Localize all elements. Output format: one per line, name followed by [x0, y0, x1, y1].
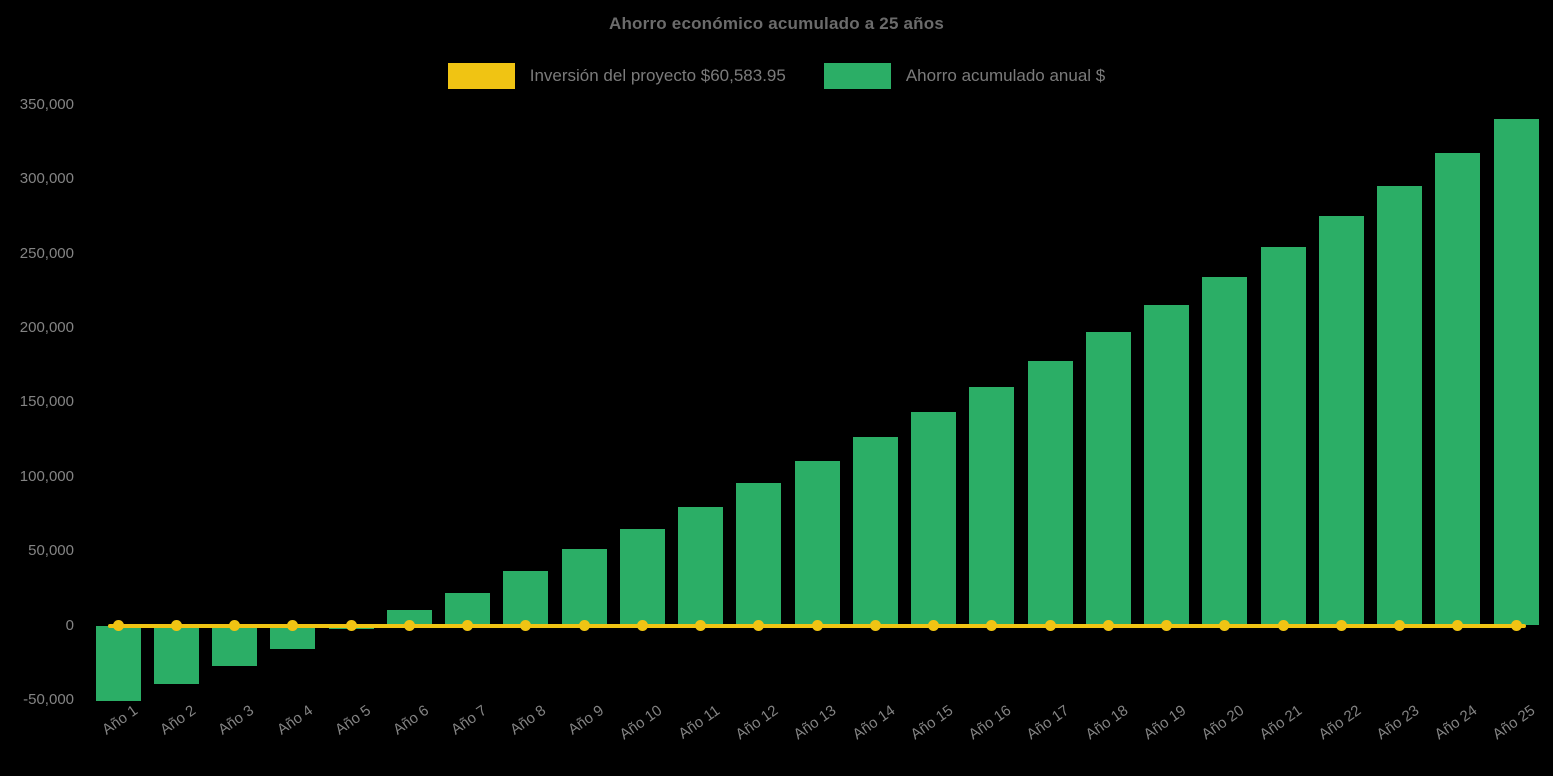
line-point-ano-12[interactable]	[753, 620, 765, 631]
line-point-ano-4[interactable]	[287, 620, 299, 631]
bar-ano-18[interactable]	[1085, 332, 1131, 626]
legend-swatch-ahorro	[823, 63, 891, 89]
line-point-ano-20[interactable]	[1219, 620, 1231, 631]
line-point-ano-13[interactable]	[811, 620, 823, 631]
line-point-ano-25[interactable]	[1510, 620, 1522, 631]
line-point-ano-18[interactable]	[1102, 620, 1114, 631]
y-tick-label: 300,000	[19, 170, 74, 188]
line-point-ano-8[interactable]	[520, 620, 532, 631]
y-tick-label: -50,000	[23, 690, 74, 708]
line-point-ano-17[interactable]	[1044, 620, 1056, 631]
bar-ano-20[interactable]	[1202, 277, 1248, 626]
legend-swatch-inversion	[447, 63, 515, 89]
line-point-ano-11[interactable]	[695, 620, 706, 631]
line-point-ano-2[interactable]	[170, 620, 182, 631]
line-point-ano-7[interactable]	[462, 620, 473, 631]
bar-ano-6[interactable]	[386, 609, 432, 626]
legend-label-ahorro: Ahorro acumulado anual $	[905, 66, 1106, 85]
y-tick-label: 150,000	[19, 393, 74, 411]
bar-ano-9[interactable]	[561, 548, 607, 626]
line-point-ano-10[interactable]	[636, 620, 648, 631]
bar-ano-24[interactable]	[1435, 153, 1481, 626]
legend: Inversión del proyecto $60,583.95 Ahorro…	[0, 63, 1553, 89]
y-tick-label: 50,000	[28, 542, 74, 560]
line-point-ano-1[interactable]	[112, 620, 124, 631]
line-point-ano-23[interactable]	[1394, 620, 1405, 631]
bar-ano-11[interactable]	[678, 506, 723, 626]
line-point-ano-14[interactable]	[869, 620, 881, 631]
legend-label-inversion: Inversión del proyecto $60,583.95	[529, 66, 786, 85]
bar-ano-25[interactable]	[1493, 119, 1539, 626]
bar-ano-23[interactable]	[1377, 185, 1422, 626]
y-tick-label: 350,000	[19, 95, 74, 113]
line-point-ano-21[interactable]	[1277, 620, 1289, 631]
bar-ano-13[interactable]	[794, 461, 840, 626]
bar-ano-3[interactable]	[212, 625, 257, 667]
bar-ano-14[interactable]	[852, 436, 898, 626]
y-tick-label: 250,000	[19, 244, 74, 262]
legend-item-ahorro[interactable]: Ahorro acumulado anual $	[823, 63, 1106, 89]
bar-ano-19[interactable]	[1144, 304, 1189, 626]
bar-ano-16[interactable]	[969, 386, 1015, 626]
y-tick-label: 0	[65, 616, 74, 634]
line-point-ano-3[interactable]	[229, 620, 240, 631]
line-point-ano-24[interactable]	[1452, 620, 1464, 631]
legend-item-inversion[interactable]: Inversión del proyecto $60,583.95	[447, 63, 786, 89]
bar-ano-12[interactable]	[736, 483, 782, 626]
line-point-ano-19[interactable]	[1161, 620, 1172, 631]
line-point-ano-5[interactable]	[345, 620, 357, 631]
bar-ano-17[interactable]	[1027, 360, 1073, 626]
bar-ano-22[interactable]	[1318, 216, 1364, 626]
bar-ano-21[interactable]	[1260, 246, 1306, 626]
line-point-ano-16[interactable]	[986, 620, 998, 631]
bar-ano-15[interactable]	[911, 412, 956, 626]
bar-ano-1[interactable]	[95, 625, 141, 702]
line-point-ano-6[interactable]	[403, 620, 415, 631]
bar-ano-10[interactable]	[619, 528, 665, 626]
line-point-ano-15[interactable]	[928, 620, 939, 631]
line-point-ano-9[interactable]	[578, 620, 590, 631]
y-tick-label: 100,000	[19, 467, 74, 485]
chart-title: Ahorro económico acumulado a 25 años	[609, 14, 944, 33]
bar-ano-2[interactable]	[153, 625, 199, 684]
line-point-ano-22[interactable]	[1335, 620, 1347, 631]
y-tick-label: 200,000	[19, 319, 74, 337]
y-axis: -50,000 0 50,000 100,000 150,000 200,000 250,0…	[0, 0, 78, 776]
bar-ano-4[interactable]	[270, 625, 316, 650]
bar-ano-8[interactable]	[503, 571, 549, 626]
